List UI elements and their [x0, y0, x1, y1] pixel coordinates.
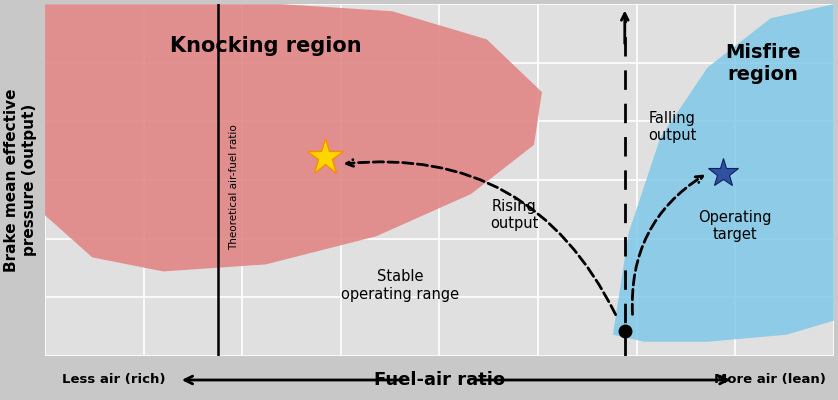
Text: Knocking region: Knocking region [170, 36, 362, 56]
Polygon shape [45, 4, 542, 272]
Text: Misfire
region: Misfire region [725, 44, 800, 84]
Text: Falling
output: Falling output [648, 111, 696, 144]
Text: Theoretical air-fuel ratio: Theoretical air-fuel ratio [229, 124, 239, 250]
Y-axis label: Brake mean effective
pressure (output): Brake mean effective pressure (output) [4, 88, 37, 272]
Polygon shape [613, 4, 834, 342]
Text: Fuel-air ratio: Fuel-air ratio [374, 371, 505, 389]
Text: Less air (rich): Less air (rich) [62, 374, 165, 386]
Text: Stable
operating range: Stable operating range [341, 269, 459, 302]
Text: More air (lean): More air (lean) [714, 374, 825, 386]
Text: Rising
output: Rising output [490, 199, 539, 231]
Text: Operating
target: Operating target [698, 210, 772, 242]
